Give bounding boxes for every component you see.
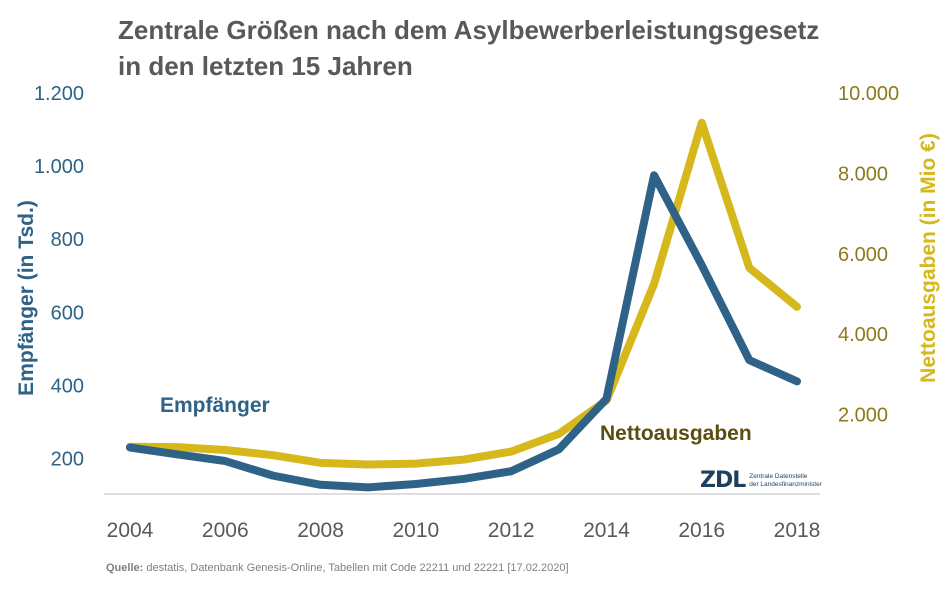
logo-mark: ZDL bbox=[700, 468, 746, 493]
x-tick-label: 2006 bbox=[202, 519, 249, 542]
series-line-empfaenger bbox=[126, 171, 801, 492]
right-tick-label: 2.000 bbox=[838, 405, 888, 427]
logo-text-line-1: Zentrale Datenstelle bbox=[749, 472, 808, 480]
logo-text: Zentrale Datenstelle der Landesfinanzmin… bbox=[749, 473, 822, 489]
left-tick-label: 200 bbox=[51, 448, 84, 470]
series-label-empfaenger: Empfänger bbox=[160, 394, 270, 417]
x-tick-label: 2016 bbox=[678, 519, 725, 542]
left-tick-label: 1.000 bbox=[34, 156, 84, 178]
left-axis-ticks: 200 400 600 800 1.000 1.200 bbox=[34, 83, 84, 470]
left-tick-label: 1.200 bbox=[34, 83, 84, 105]
series-line-nettoausgaben bbox=[126, 118, 801, 469]
series-label-nettoausgaben: Nettoausgaben bbox=[600, 422, 752, 445]
right-tick-label: 8.000 bbox=[838, 163, 888, 185]
left-tick-label: 400 bbox=[51, 375, 84, 397]
x-tick-label: 2004 bbox=[107, 519, 154, 542]
source-label: Quelle: bbox=[106, 562, 144, 574]
x-axis-ticks: 2004 2006 2008 2010 2012 2014 2016 2018 bbox=[107, 519, 821, 542]
right-tick-label: 4.000 bbox=[838, 324, 888, 346]
left-tick-label: 600 bbox=[51, 302, 84, 324]
x-tick-label: 2018 bbox=[774, 519, 821, 542]
right-axis-ticks: 2.000 4.000 6.000 8.000 10.000 bbox=[838, 83, 899, 427]
x-tick-label: 2008 bbox=[297, 519, 344, 542]
left-tick-label: 800 bbox=[51, 229, 84, 251]
chart-title-line-2: in den letzten 15 Jahren bbox=[118, 51, 413, 81]
chart-title-line-1: Zentrale Größen nach dem Asylbewerberlei… bbox=[118, 15, 820, 45]
zdl-logo: ZDL Zentrale Datenstelle der Landesfinan… bbox=[700, 468, 822, 493]
source-note: Quelle: destatis, Datenbank Genesis-Onli… bbox=[106, 562, 569, 574]
x-tick-label: 2010 bbox=[392, 519, 439, 542]
left-axis-label: Empfänger (in Tsd.) bbox=[15, 200, 38, 396]
logo-text-line-2: der Landesfinanzminister bbox=[749, 480, 822, 488]
right-tick-label: 6.000 bbox=[838, 244, 888, 266]
source-text: destatis, Datenbank Genesis-Online, Tabe… bbox=[143, 562, 569, 574]
chart-title: Zentrale Größen nach dem Asylbewerberlei… bbox=[118, 12, 878, 84]
x-tick-label: 2014 bbox=[583, 519, 630, 542]
x-tick-label: 2012 bbox=[488, 519, 535, 542]
right-axis-label: Nettoausgaben (in Mio €) bbox=[917, 133, 940, 383]
right-tick-label: 10.000 bbox=[838, 83, 899, 105]
